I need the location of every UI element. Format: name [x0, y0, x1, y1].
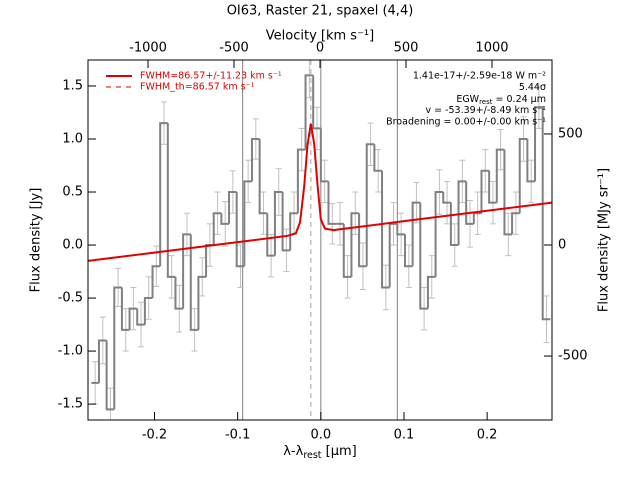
step-bin — [143, 297, 153, 325]
step-bin — [518, 137, 528, 214]
legend-label: FWHM=86.57+/-11.23 km s⁻¹ — [140, 71, 282, 82]
fit-line — [88, 123, 552, 262]
step-bin — [228, 191, 237, 224]
annotation-part: EGW — [456, 94, 479, 105]
x-tick-label: 0.2 — [477, 428, 498, 443]
x2-tick-label: 500 — [394, 41, 419, 56]
y-tick-label: 0.0 — [62, 238, 83, 253]
step-bin — [480, 169, 490, 214]
x2-axis-label: Velocity [km s⁻¹] — [266, 29, 374, 44]
step-bin — [304, 74, 314, 150]
y-tick-label: -1.5 — [58, 397, 83, 412]
step-bin — [503, 149, 513, 236]
y2-tick-label: -500 — [558, 349, 588, 364]
step-bin — [243, 180, 252, 267]
step-bin — [182, 233, 191, 309]
annotation: 5.44σ — [519, 82, 546, 93]
step-bin — [166, 123, 176, 278]
step-bin — [281, 192, 291, 252]
step-bin — [358, 213, 367, 268]
legend-label: FWHM_th=86.57 km s⁻¹ — [140, 82, 255, 93]
y2-tick-label: 500 — [558, 126, 583, 141]
step-bin — [442, 192, 451, 204]
step-bin — [457, 180, 467, 246]
step-bin — [511, 212, 520, 235]
y2-tick-label: 0 — [558, 237, 566, 252]
step-bin — [449, 202, 459, 247]
y-tick-label: 0.5 — [62, 185, 83, 200]
step-bin — [488, 170, 497, 204]
step-bin — [273, 191, 283, 256]
annotation: v = -53.39+/-8.49 km s⁻¹ — [425, 105, 546, 116]
x2-tick-label: -500 — [219, 41, 249, 56]
step-bin — [426, 275, 436, 309]
y-tick-label: -1.0 — [58, 344, 83, 359]
step-bin — [526, 138, 536, 183]
x-tick-label: 0.1 — [394, 428, 415, 443]
annotation: EGWrest = 0.24 μm — [456, 94, 546, 107]
x2-tick-label: -1000 — [129, 41, 167, 56]
step-bin — [189, 234, 199, 331]
step-bin — [319, 128, 329, 183]
step-bin — [381, 170, 390, 289]
step-bin — [97, 339, 107, 383]
step-bin — [120, 287, 130, 331]
step-bin — [159, 122, 168, 267]
y-tick-label: 1.5 — [62, 78, 83, 93]
annotation: Broadening = 0.00+/-0.00 km s⁻¹ — [386, 117, 546, 128]
step-bin — [197, 275, 207, 330]
step-bin — [396, 223, 405, 236]
step-bin — [411, 201, 421, 267]
annotation-part: = 0.24 μm — [493, 94, 546, 105]
step-bin — [128, 307, 138, 330]
step-bin — [342, 223, 352, 278]
chart-title: OI63, Raster 21, spaxel (4,4) — [227, 4, 414, 19]
annotation-sub: rest — [479, 98, 493, 106]
step-bin — [250, 137, 260, 182]
step-bin — [151, 265, 161, 299]
step-bin — [534, 106, 543, 182]
step-bin — [312, 75, 321, 130]
x2-tick-label: 0 — [316, 41, 324, 56]
step-bin — [266, 213, 275, 257]
step-bin — [113, 286, 122, 410]
step-bin — [235, 192, 245, 268]
step-bin — [212, 212, 222, 246]
step-bin — [289, 212, 298, 251]
step-bin — [136, 308, 145, 326]
y-tick-label: 1.0 — [62, 131, 83, 146]
step-bin — [105, 340, 115, 411]
step-bin — [373, 144, 383, 172]
plot-area — [88, 60, 552, 420]
step-bin — [434, 191, 444, 277]
x-label-sub: rest — [303, 450, 321, 461]
step-bin — [258, 138, 268, 215]
x2-tick-label: 1000 — [475, 41, 508, 56]
step-bin — [541, 107, 551, 321]
y-tick-label: -0.5 — [58, 291, 83, 306]
y2-axis-label: Flux density [MJy sr⁻¹] — [597, 168, 612, 312]
step-bin — [465, 181, 474, 225]
step-bin — [403, 234, 413, 268]
annotation: 1.41e-17+/-2.59e-18 W m⁻² — [413, 71, 546, 82]
y-axis-label: Flux density [Jy] — [29, 188, 44, 293]
step-bin — [327, 181, 337, 225]
step-bin — [419, 202, 428, 310]
step-bin — [220, 213, 230, 225]
x-axis-label: λ-λrest [μm] — [283, 444, 357, 461]
step-bin — [495, 148, 505, 203]
x-label-part: [μm] — [322, 444, 357, 459]
x-tick-label: -0.2 — [142, 428, 167, 443]
x-tick-label: -0.1 — [225, 428, 250, 443]
step-bin — [350, 212, 360, 277]
step-bin — [296, 148, 306, 214]
x-tick-label: 0.0 — [310, 428, 331, 443]
step-bin — [174, 276, 184, 310]
x-label-part: λ-λ — [283, 444, 303, 459]
